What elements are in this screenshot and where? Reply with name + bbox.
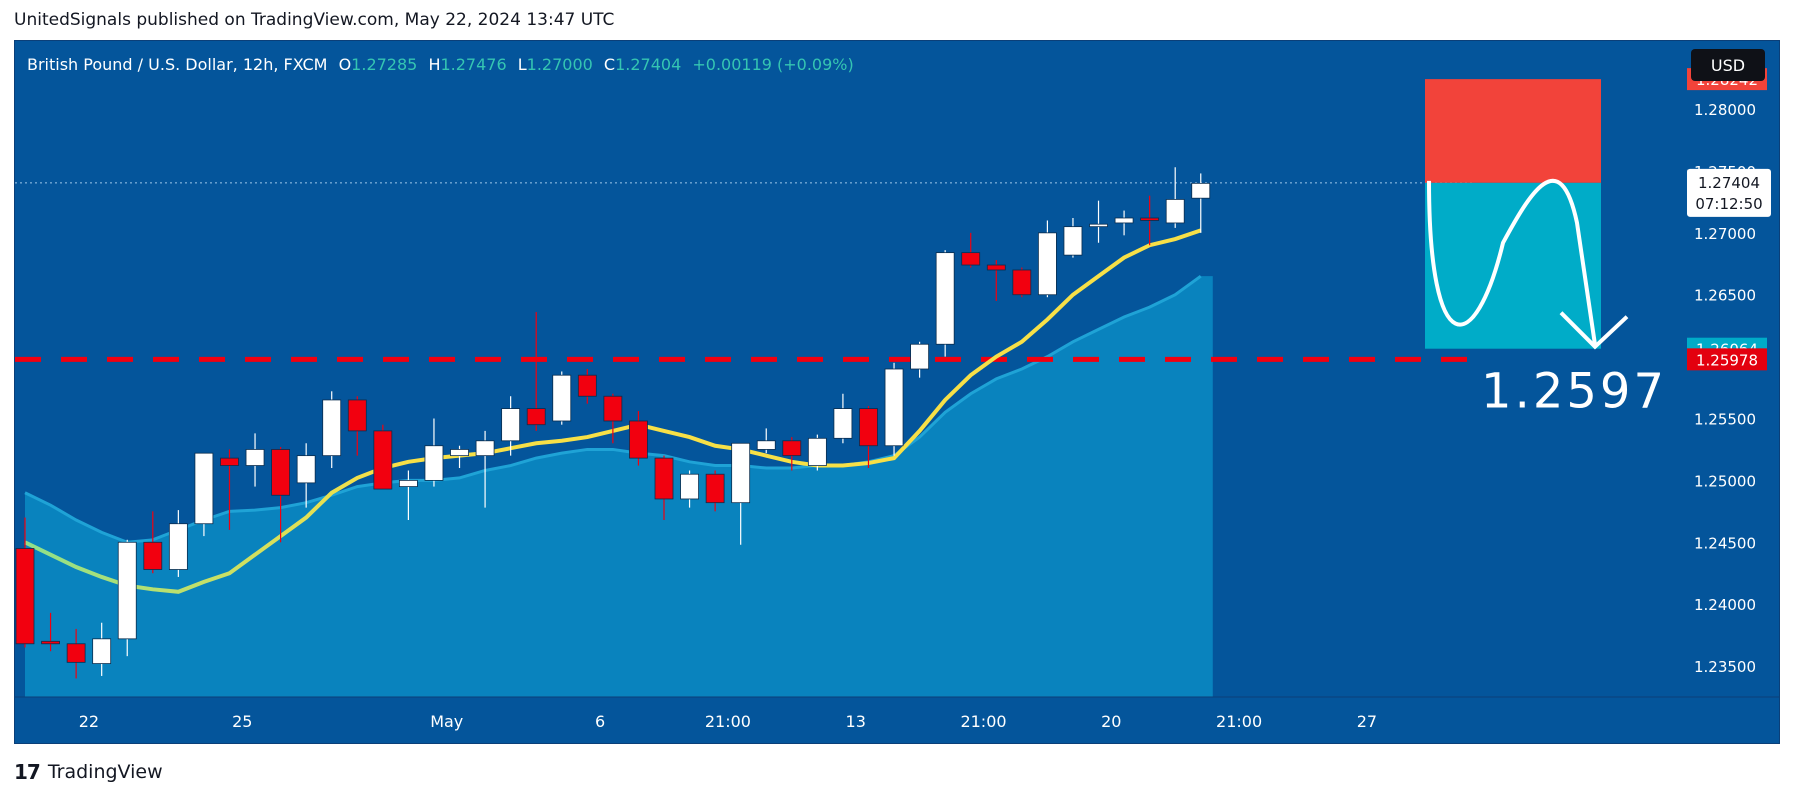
candle-body: [705, 473, 725, 504]
candle-body: [986, 264, 1006, 271]
candle-body: [347, 399, 367, 432]
candle-body: [577, 374, 597, 397]
y-tick-label: 1.27000: [1694, 225, 1756, 243]
price-label-text: 1.25978: [1696, 351, 1758, 369]
x-tick-label: 25: [232, 712, 252, 731]
legend-symbol: British Pound / U.S. Dollar, 12h, FXCM: [27, 55, 328, 74]
price-label-box: [1687, 348, 1767, 371]
x-tick-label: 6: [595, 712, 605, 731]
candle-body: [1165, 199, 1185, 224]
last-price-countdown: 07:12:50: [1695, 195, 1762, 213]
legend-close-value: 1.27404: [615, 55, 682, 74]
candle-body: [271, 449, 291, 496]
candle-body: [220, 457, 239, 466]
projection-path: [1427, 178, 1597, 345]
candle-body: [756, 440, 776, 450]
x-tick-label: 13: [846, 712, 866, 731]
chart-panel[interactable]: 1.25971.280001.275001.270001.265001.2600…: [14, 40, 1780, 744]
projection-arrow: [1559, 311, 1629, 350]
candle-body: [833, 408, 853, 439]
candle-body: [629, 420, 648, 459]
y-tick-label: 1.24500: [1694, 534, 1756, 552]
currency-button[interactable]: USD: [1691, 49, 1765, 81]
candle-body: [194, 452, 214, 525]
y-tick-label: 1.24000: [1694, 596, 1756, 614]
candle-body: [424, 445, 444, 481]
ma-slow-area: [25, 276, 1213, 697]
x-tick-label: 21:00: [1216, 712, 1262, 731]
candle-body: [66, 643, 86, 663]
candle-body: [322, 399, 342, 457]
y-tick-label: 1.25000: [1694, 472, 1756, 490]
candle-body: [92, 638, 112, 664]
last-price-box: [1687, 168, 1771, 217]
symbol-legend: British Pound / U.S. Dollar, 12h, FXCM O…: [27, 55, 854, 74]
legend-low-label: L: [517, 55, 527, 74]
footer-brand[interactable]: 17 TradingView: [14, 760, 163, 784]
candle-body: [1063, 226, 1083, 256]
candle-body: [41, 640, 60, 645]
legend-open-value: 1.27285: [351, 55, 418, 74]
candle-body: [680, 473, 699, 500]
y-tick-label: 1.28000: [1694, 101, 1756, 119]
candle-body: [15, 548, 35, 645]
candle-body: [1191, 182, 1211, 199]
y-tick-label: 1.26500: [1694, 287, 1756, 305]
candle-body: [807, 437, 827, 466]
candle-body: [552, 374, 572, 422]
footer-brand-name: TradingView: [47, 761, 163, 783]
x-tick-label: May: [430, 712, 463, 731]
stop-loss-zone: [1425, 79, 1601, 183]
candle-body: [884, 368, 904, 447]
candle-body: [526, 408, 546, 426]
candle-body: [143, 541, 163, 570]
candle-body: [168, 523, 188, 570]
candle-body: [1140, 217, 1160, 221]
x-tick-label: 21:00: [705, 712, 751, 731]
legend-low-value: 1.27000: [526, 55, 593, 74]
candle-body: [1038, 232, 1057, 296]
candle-body: [1089, 223, 1108, 228]
candle-body: [859, 408, 878, 447]
x-tick-label: 22: [79, 712, 99, 731]
candle-body: [935, 252, 955, 345]
target-annotation: 1.2597: [1481, 363, 1667, 419]
y-tick-label: 1.23500: [1694, 658, 1756, 676]
candle-body: [117, 541, 137, 640]
legend-high-value: 1.27476: [440, 55, 507, 74]
candle-body: [450, 449, 469, 457]
legend-open-label: O: [338, 55, 352, 74]
candle-body: [782, 440, 802, 457]
candle-body: [603, 395, 623, 422]
legend-change: +0.00119 (+0.09%): [692, 55, 854, 74]
legend-close-label: C: [603, 55, 616, 74]
candle-body: [398, 479, 418, 487]
tradingview-logo-icon: 17: [14, 760, 41, 784]
candle-body: [1114, 217, 1134, 224]
candle-body: [296, 455, 316, 484]
candle-body: [475, 440, 495, 457]
candle-body: [910, 343, 929, 370]
x-tick-label: 21:00: [960, 712, 1006, 731]
candle-body: [245, 449, 265, 466]
last-price-value: 1.27404: [1698, 174, 1760, 192]
y-tick-label: 1.25500: [1694, 411, 1756, 429]
candle-body: [731, 442, 751, 504]
x-tick-label: 27: [1357, 712, 1377, 731]
publisher-line: UnitedSignals published on TradingView.c…: [14, 10, 615, 30]
candle-body: [501, 408, 521, 442]
legend-high-label: H: [428, 55, 441, 74]
candle-body: [1012, 269, 1032, 296]
ma-slow-line: [24, 274, 1202, 544]
price-chart[interactable]: 1.25971.280001.275001.270001.265001.2600…: [15, 41, 1780, 744]
candle-body: [654, 457, 674, 500]
candle-body: [373, 430, 393, 490]
candle-body: [961, 252, 981, 266]
x-tick-label: 20: [1101, 712, 1121, 731]
